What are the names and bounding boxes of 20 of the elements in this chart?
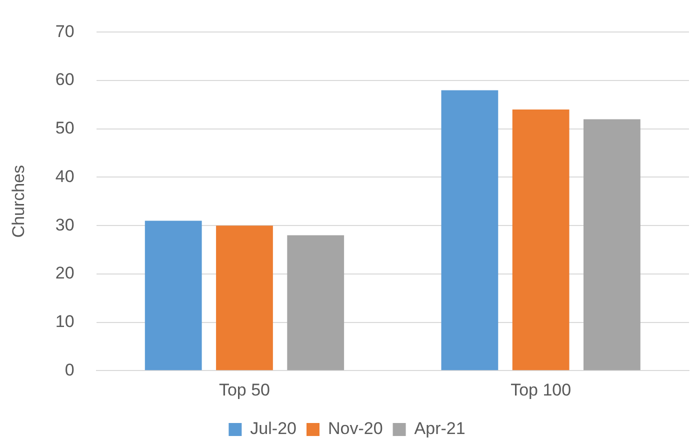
y-tick-label: 50 <box>55 118 74 138</box>
bar <box>512 110 570 370</box>
y-tick-label: 40 <box>55 166 74 186</box>
bar <box>441 90 498 370</box>
bar <box>287 235 344 370</box>
y-tick-label: 0 <box>64 360 74 380</box>
bar <box>584 119 640 370</box>
bar <box>144 220 202 370</box>
y-tick-label: 10 <box>55 312 74 331</box>
legend-label: Jul-20 <box>250 419 296 438</box>
legend-label: Apr-21 <box>414 419 466 438</box>
y-tick-label: 60 <box>55 70 74 90</box>
y-tick-label: 30 <box>55 215 74 234</box>
legend-label: Nov-20 <box>328 419 383 438</box>
bar <box>216 226 273 370</box>
y-tick-label: 20 <box>55 264 74 283</box>
x-tick-label: Top 50 <box>218 380 270 400</box>
x-tick-label: Top 100 <box>510 380 572 400</box>
y-tick-label: 70 <box>55 22 74 41</box>
y-axis-title: Churches <box>8 165 28 238</box>
